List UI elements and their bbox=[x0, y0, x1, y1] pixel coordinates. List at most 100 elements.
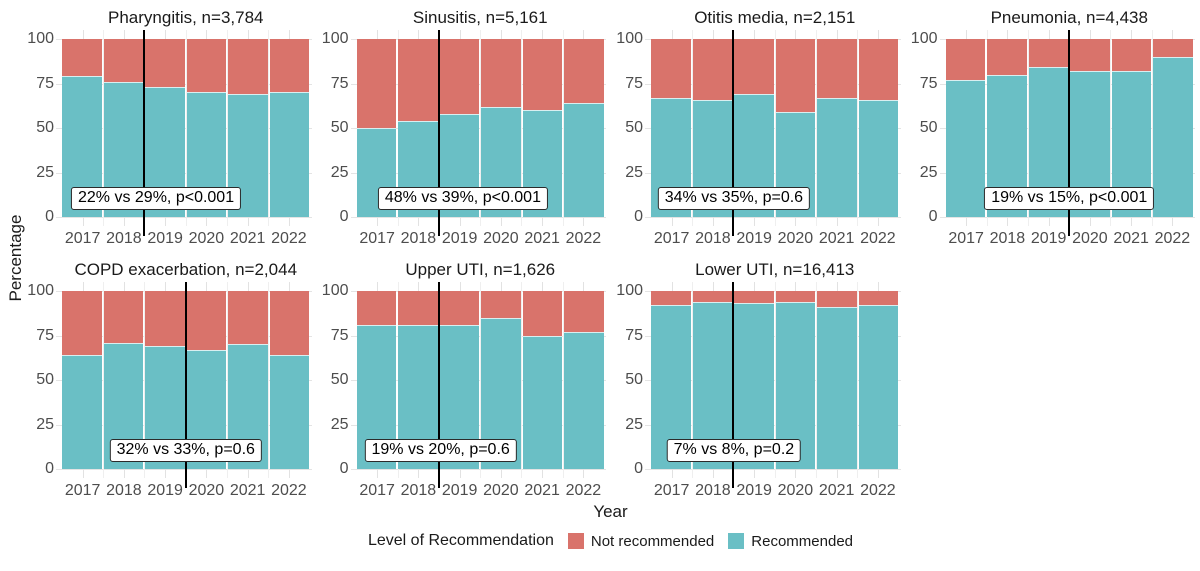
h-gridline bbox=[939, 217, 1195, 218]
panel-plot-row: 0 25 50 75 100 19% vs 15%, p<0.001 bbox=[910, 30, 1195, 236]
y-tick-label: 50 bbox=[330, 119, 349, 136]
segment-recommended bbox=[564, 103, 604, 217]
x-tick-label: 2019 bbox=[441, 482, 478, 499]
h-gridline bbox=[56, 469, 312, 470]
v-gridline-minor bbox=[521, 30, 523, 226]
x-tick-label: 2022 bbox=[271, 230, 307, 247]
y-tick-label: 100 bbox=[616, 30, 643, 47]
x-tick-label: 2022 bbox=[860, 482, 896, 499]
segment-recommended bbox=[269, 355, 310, 469]
x-tick-label: 2021 bbox=[229, 482, 266, 499]
x-tick-label: 2019 bbox=[1030, 230, 1067, 247]
panel-plot-area: 22% vs 29%, p<0.001 bbox=[56, 30, 312, 236]
y-tick-label: 75 bbox=[625, 326, 643, 344]
v-gridline-minor bbox=[1110, 30, 1112, 226]
bar-2017 bbox=[945, 39, 986, 217]
x-tick-label: 2020 bbox=[483, 482, 519, 499]
legend: Level of Recommendation Not recommended … bbox=[26, 532, 1195, 550]
y-tick-label: 50 bbox=[625, 119, 643, 136]
reference-line bbox=[1068, 30, 1071, 236]
reference-line bbox=[732, 282, 735, 488]
x-tick-label: 2017 bbox=[653, 230, 690, 247]
v-gridline-minor bbox=[268, 282, 270, 478]
y-tick-label: 75 bbox=[330, 326, 349, 344]
facet-panel: Otitis media, n=2,151 0 25 50 75 100 34% vs 35… bbox=[615, 6, 901, 248]
bar-2022 bbox=[564, 39, 604, 217]
panel-title: Otitis media, n=2,151 bbox=[694, 8, 856, 27]
segment-recommended bbox=[228, 94, 268, 217]
annotation-box: 32% vs 33%, p=0.6 bbox=[109, 439, 262, 462]
y-axis-tick-labels: 0 25 50 75 100 bbox=[615, 282, 649, 478]
bar-2022 bbox=[269, 39, 310, 217]
y-axis-tick-labels: 0 25 50 75 100 bbox=[321, 282, 355, 478]
v-gridline-minor bbox=[857, 282, 859, 478]
bar-2022 bbox=[1153, 39, 1193, 217]
x-axis-tick-labels: 2017 2018 2019 2020 2021 2022 bbox=[357, 230, 605, 248]
x-tick-label: 2020 bbox=[188, 482, 225, 499]
x-axis-tick-labels: 2017 2018 2019 2020 2021 2022 bbox=[357, 482, 605, 500]
legend-label-not-recommended: Not recommended bbox=[590, 532, 715, 550]
panel-plot-area: 19% vs 20%, p=0.6 bbox=[350, 282, 606, 488]
v-gridline-minor bbox=[562, 30, 564, 226]
reference-line bbox=[437, 282, 440, 488]
x-axis-tick-labels: 2017 2018 2019 2020 2021 2022 bbox=[651, 230, 899, 248]
segment-recommended bbox=[269, 92, 310, 217]
facet-panel: Pharyngitis, n=3,784 0 25 50 75 100 22% vs 29%… bbox=[26, 6, 312, 248]
annotation-box: 48% vs 39%, p<0.001 bbox=[377, 187, 548, 210]
x-tick-label: 2018 bbox=[400, 482, 437, 499]
x-tick-label: 2022 bbox=[565, 482, 602, 499]
x-tick-label: 2017 bbox=[948, 230, 984, 247]
v-gridline-minor bbox=[1151, 30, 1153, 226]
legend-title: Level of Recommendation bbox=[367, 532, 554, 549]
x-tick-label: 2018 bbox=[106, 482, 142, 499]
x-tick-label: 2019 bbox=[147, 230, 183, 247]
panel-title: Sinusitis, n=5,161 bbox=[412, 8, 548, 27]
v-gridline-minor bbox=[857, 30, 859, 226]
reference-line bbox=[437, 30, 440, 236]
y-tick-label: 0 bbox=[928, 208, 938, 225]
v-gridline-minor bbox=[815, 30, 817, 226]
annotation-box: 22% vs 29%, p<0.001 bbox=[70, 187, 242, 210]
x-tick-label: 2017 bbox=[653, 482, 690, 499]
y-tick-label: 50 bbox=[330, 371, 349, 388]
bar-2017 bbox=[62, 291, 102, 469]
x-tick-label: 2018 bbox=[106, 230, 142, 247]
y-tick-label: 25 bbox=[330, 415, 349, 433]
panel-plot-row: 0 25 50 75 100 22% vs 29%, p<0.001 bbox=[26, 30, 312, 236]
y-tick-label: 25 bbox=[919, 163, 938, 181]
x-tick-label: 2018 bbox=[695, 482, 731, 499]
x-tick-label: 2021 bbox=[1113, 230, 1149, 247]
y-tick-label: 0 bbox=[45, 208, 54, 225]
x-tick-label: 2020 bbox=[1072, 230, 1108, 247]
x-axis-tick-labels: 2017 2018 2019 2020 2021 2022 bbox=[62, 230, 310, 248]
v-gridline-minor bbox=[226, 282, 228, 478]
bar-2022 bbox=[858, 291, 899, 469]
reference-line bbox=[184, 282, 187, 488]
segment-recommended bbox=[564, 331, 604, 469]
segment-recommended bbox=[945, 79, 986, 217]
x-tick-label: 2018 bbox=[989, 230, 1026, 247]
v-gridline-minor bbox=[815, 282, 817, 478]
panel-plot-row: 0 25 50 75 100 32% vs 33%, p=0.6 bbox=[26, 282, 312, 488]
y-tick-label: 100 bbox=[27, 30, 54, 47]
y-tick-label: 0 bbox=[634, 208, 643, 225]
y-tick-label: 75 bbox=[919, 74, 938, 92]
bar-2021 bbox=[817, 291, 857, 469]
v-gridline-minor bbox=[521, 282, 523, 478]
y-tick-label: 75 bbox=[36, 326, 54, 344]
y-tick-label: 25 bbox=[36, 415, 54, 433]
facet-panel: Lower UTI, n=16,413 0 25 50 75 100 7% vs 8%, p… bbox=[615, 258, 901, 500]
panel-title: Lower UTI, n=16,413 bbox=[695, 260, 855, 279]
y-axis-title: Percentage bbox=[6, 214, 25, 302]
y-tick-label: 50 bbox=[625, 371, 643, 388]
y-tick-label: 100 bbox=[616, 282, 643, 299]
bar-group bbox=[62, 39, 310, 217]
x-tick-label: 2018 bbox=[695, 230, 731, 247]
panel-plot-row: 0 25 50 75 100 7% vs 8%, p=0.2 bbox=[615, 282, 901, 488]
segment-recommended bbox=[522, 335, 563, 469]
facet-row-top: Pharyngitis, n=3,784 0 25 50 75 100 22% vs 29%… bbox=[26, 6, 1195, 248]
y-tick-label: 0 bbox=[339, 460, 349, 477]
y-tick-label: 50 bbox=[919, 119, 938, 136]
panel-title: Upper UTI, n=1,626 bbox=[405, 260, 556, 279]
